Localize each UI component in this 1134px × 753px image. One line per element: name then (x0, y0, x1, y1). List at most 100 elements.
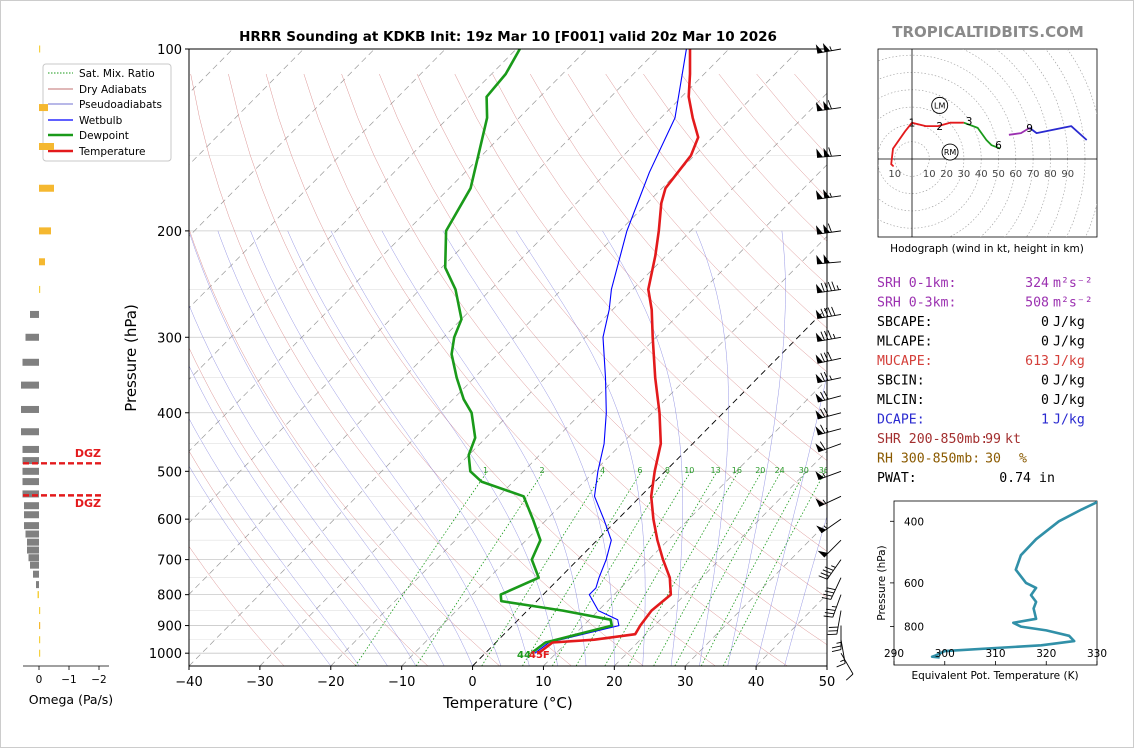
mixing-ratio-line (701, 471, 805, 666)
barb-half (837, 285, 839, 289)
stat-unit: in (1039, 471, 1055, 486)
hodograph-ring-label: 70 (1027, 169, 1040, 180)
stat-unit: J/kg (1053, 315, 1085, 330)
omega-bar (24, 502, 39, 509)
barb-flag (816, 190, 823, 199)
theta-e-x-tick-label: 310 (985, 648, 1005, 660)
y-tick-label: 800 (157, 589, 182, 604)
omega-bar (39, 607, 40, 614)
omega-bar (23, 478, 40, 485)
wind-barb (816, 43, 841, 53)
stat-unit: J/kg (1053, 413, 1085, 428)
hodograph-caption: Hodograph (wind in kt, height in km) (890, 243, 1084, 255)
x-tick-label: 30 (677, 675, 694, 690)
barb-half (840, 660, 844, 662)
barb-full (832, 282, 835, 291)
stat-value: 508 (1025, 296, 1049, 311)
x-tick-label: −10 (388, 675, 415, 690)
mixing-ratio-label: 30 (799, 466, 809, 475)
x-tick-label: −30 (246, 675, 273, 690)
wind-barb (815, 442, 841, 452)
dry-adiabat-line (1096, 74, 1134, 666)
dewpoint-profile-line (445, 49, 612, 653)
omega-bar (21, 382, 39, 389)
barb-full (824, 391, 828, 399)
omega-bar (39, 258, 45, 265)
theta-e-y-tick-label: 400 (904, 516, 924, 528)
omega-bar (33, 571, 39, 578)
theta-e-x-tick-label: 290 (884, 648, 904, 660)
stat-unit: J/kg (1053, 393, 1085, 408)
pseudoadiabat-line (728, 231, 786, 666)
y-tick-label: 700 (157, 554, 182, 569)
barb-flag (816, 102, 823, 111)
omega-bar (39, 636, 40, 643)
dry-adiabat-line (304, 74, 787, 666)
omega-bar (21, 428, 39, 435)
stat-label: MUCAPE: (877, 354, 933, 369)
hodograph-height-label: 9 (1026, 123, 1033, 135)
mixing-ratio-line (576, 471, 691, 666)
skewt-legend: Sat. Mix. Ratio Dry Adiabats Pseudoadiab… (43, 64, 171, 161)
brand-watermark: TROPICALTIDBITS.COM (892, 23, 1084, 41)
stat-unit: % (1019, 452, 1027, 467)
omega-bar (21, 406, 39, 413)
mixing-ratio-line (723, 471, 825, 666)
stat-label: MLCIN: (877, 393, 925, 408)
barb-full (824, 408, 828, 416)
dry-adiabat-line (115, 74, 428, 666)
dry-adiabat-line (228, 74, 643, 666)
hodograph-ring-label: 60 (1009, 169, 1022, 180)
barb-shaft (841, 653, 853, 674)
theta-e-x-tick-label: 330 (1087, 648, 1107, 660)
mixing-ratio-line (355, 471, 487, 666)
pseudoadiabat-line (603, 231, 683, 666)
stat-label: SBCAPE: (877, 315, 933, 330)
hodograph-marker-label: LM (934, 101, 945, 110)
hodograph-ring-label: 90 (1061, 169, 1074, 180)
barb-full (828, 308, 832, 317)
stat-label: SHR 200-850mb: (877, 432, 988, 447)
mixing-ratio-label: 2 (539, 466, 544, 475)
dry-adiabat-line (266, 74, 715, 666)
omega-bar (39, 286, 40, 293)
stat-label: PWAT: (877, 471, 917, 486)
mixing-ratio-label: 10 (684, 466, 694, 475)
barb-full (828, 282, 831, 291)
y-tick-label: 100 (157, 43, 182, 58)
temperature-profile-line (538, 49, 698, 653)
legend-label-dry-adiabats: Dry Adiabats (79, 84, 147, 96)
pseudoadiabat-line (696, 231, 729, 666)
omega-bar (39, 227, 51, 234)
stat-unit: J/kg (1053, 374, 1085, 389)
barb-full (825, 613, 834, 614)
stat-value: 99 (985, 432, 1001, 447)
hodograph-marker-label: RM (944, 148, 957, 157)
legend-label-mixing-ratio: Sat. Mix. Ratio (79, 68, 155, 80)
y-tick-label: 300 (157, 331, 182, 346)
stat-label: DCAPE: (877, 413, 925, 428)
stat-label: MLCAPE: (877, 335, 933, 350)
wind-barb (815, 391, 841, 402)
barb-half (832, 606, 837, 607)
theta-e-xlabel: Equivalent Pot. Temperature (K) (911, 670, 1078, 682)
dry-adiabat-line (191, 74, 572, 666)
wind-barb (818, 540, 841, 557)
omega-bar (27, 547, 39, 554)
pseudoadiabat-line (331, 231, 558, 666)
barb-flag (816, 149, 823, 158)
omega-bar (30, 311, 39, 318)
barb-shaft (819, 496, 841, 506)
omega-bar (23, 446, 40, 453)
omega-bar (39, 143, 54, 150)
wind-barb (816, 100, 841, 111)
omega-bar (29, 554, 40, 561)
stat-value: 613 (1025, 354, 1049, 369)
omega-bar (39, 622, 40, 629)
omega-tick-label: 0 (36, 674, 43, 686)
hodograph-height-label: 6 (995, 140, 1002, 152)
wind-barb (815, 425, 841, 435)
isotherm-line (118, 49, 729, 666)
